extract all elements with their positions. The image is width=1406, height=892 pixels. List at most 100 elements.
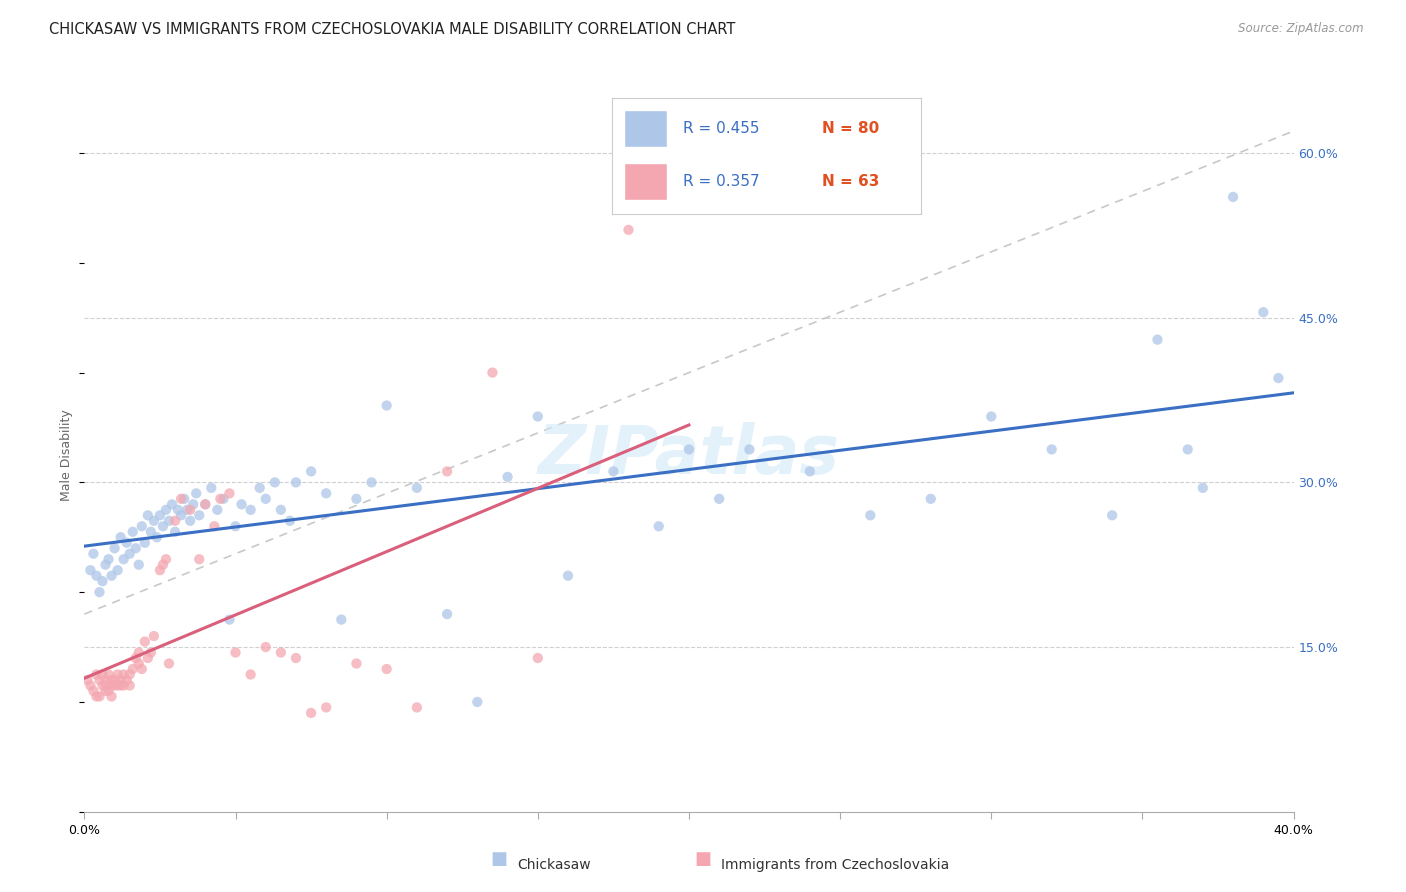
Point [112, 552, 135, 566]
Point [128, 657, 150, 671]
Point [91, 574, 114, 589]
Point [165, 524, 187, 539]
Point [160, 497, 183, 511]
Point [125, 651, 148, 665]
Point [270, 646, 292, 660]
Point [225, 646, 247, 660]
Point [1146, 333, 1168, 347]
Point [167, 503, 190, 517]
Point [118, 547, 141, 561]
Point [134, 535, 156, 549]
Point [678, 442, 700, 457]
Point [121, 662, 143, 676]
Point [738, 442, 761, 457]
Point [617, 223, 640, 237]
Point [79, 678, 101, 692]
Point [104, 678, 127, 692]
Point [270, 503, 292, 517]
Point [263, 475, 285, 490]
Point [181, 497, 204, 511]
Point [254, 640, 277, 654]
Point [285, 475, 308, 490]
Point [100, 678, 122, 692]
Point [128, 646, 150, 660]
Point [218, 486, 240, 500]
Point [79, 563, 101, 577]
Point [218, 613, 240, 627]
Point [139, 524, 162, 539]
Point [142, 629, 165, 643]
Point [91, 667, 114, 681]
Point [97, 684, 120, 698]
Point [86, 568, 108, 582]
Point [89, 690, 111, 704]
Point [134, 634, 156, 648]
Point [107, 563, 129, 577]
Point [299, 706, 322, 720]
Point [89, 585, 111, 599]
Text: CHICKASAW VS IMMIGRANTS FROM CZECHOSLOVAKIA MALE DISABILITY CORRELATION CHART: CHICKASAW VS IMMIGRANTS FROM CZECHOSLOVA… [49, 22, 735, 37]
Y-axis label: Male Disability: Male Disability [59, 409, 73, 500]
Text: ■: ■ [695, 850, 711, 868]
Point [709, 491, 731, 506]
Text: Chickasaw: Chickasaw [517, 858, 591, 872]
Point [346, 491, 368, 506]
Point [131, 662, 153, 676]
Point [406, 700, 429, 714]
Point [557, 568, 579, 582]
Point [155, 552, 177, 566]
Text: R = 0.455: R = 0.455 [683, 120, 759, 136]
Point [112, 678, 135, 692]
Point [125, 541, 148, 556]
Point [170, 491, 193, 506]
Point [155, 503, 177, 517]
Point [94, 678, 117, 692]
FancyBboxPatch shape [624, 163, 668, 200]
Point [188, 552, 211, 566]
Point [121, 524, 143, 539]
Point [94, 558, 117, 572]
Text: R = 0.357: R = 0.357 [683, 174, 759, 189]
Point [315, 700, 337, 714]
Point [118, 678, 141, 692]
Point [186, 486, 208, 500]
Point [1177, 442, 1199, 457]
Point [467, 695, 489, 709]
Point [1253, 305, 1275, 319]
Point [139, 646, 162, 660]
Point [920, 491, 942, 506]
Point [86, 690, 108, 704]
Point [231, 497, 253, 511]
Point [360, 475, 382, 490]
Point [330, 613, 353, 627]
Point [207, 503, 229, 517]
Point [107, 678, 129, 692]
Point [346, 657, 368, 671]
Point [110, 678, 132, 692]
Point [104, 541, 127, 556]
Point [91, 678, 114, 692]
Point [82, 684, 104, 698]
Text: N = 80: N = 80 [823, 120, 879, 136]
Point [278, 514, 301, 528]
Point [115, 673, 138, 687]
Point [118, 667, 141, 681]
Text: N = 63: N = 63 [823, 174, 879, 189]
Point [107, 667, 129, 681]
Point [97, 667, 120, 681]
Point [299, 464, 322, 478]
Point [194, 497, 217, 511]
Point [149, 563, 172, 577]
Point [131, 519, 153, 533]
Point [110, 530, 132, 544]
Point [648, 519, 671, 533]
Point [97, 552, 120, 566]
Point [799, 464, 821, 478]
Text: ZIPatlas: ZIPatlas [538, 422, 839, 488]
Point [112, 667, 135, 681]
Point [1192, 481, 1215, 495]
Point [481, 366, 503, 380]
Point [115, 535, 138, 549]
Point [179, 503, 201, 517]
Point [406, 481, 429, 495]
